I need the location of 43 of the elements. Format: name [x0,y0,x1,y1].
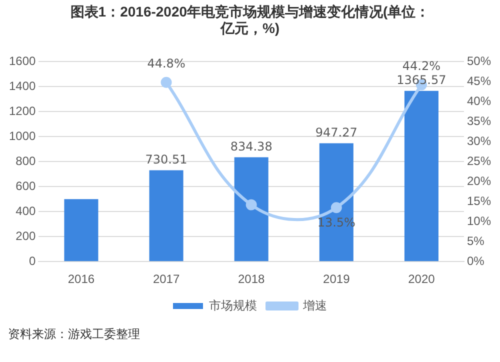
legend-label: 市场规模 [209,298,257,312]
text: 资料来源：游戏工委整理 [8,326,140,343]
y-tick-label: 1600 [8,54,36,68]
y2-tick-label: 35% [466,114,492,128]
y-tick-label: 600 [16,178,36,193]
legend-label: 增速 [302,298,327,312]
y2-tick-label: 15% [466,194,492,208]
y2-tick-label: 50% [466,54,492,68]
y2-tick-label: 25% [466,154,492,168]
y-tick-label: 400 [16,204,36,218]
data-label: 730.51 [145,152,188,166]
data-label: 834.38 [230,139,272,154]
data-label: 947.27 [315,125,358,140]
bar [64,199,98,262]
y-tick-label: 1000 [8,128,36,143]
bar [234,157,268,262]
y2-tick-label: 20% [466,174,492,188]
bar [149,170,184,262]
y-tick-label: 200 [16,228,36,243]
y2-tick-label: 30% [466,134,492,148]
data-label: 44.8% [147,56,186,71]
x-tick-label: 2016 [68,272,95,286]
point [330,202,342,214]
data-label: 44.2% [402,58,441,73]
y-tick-label: 1200 [8,104,36,118]
y2-tick-label: 5% [466,234,485,248]
bar [404,90,438,262]
y2-tick-label: 10% [466,214,492,228]
chart-title: 图表1：2016-2020年电竞市场规模与增速变化情况(单位：亿元，%) [70,3,430,36]
data-label: 1365.57 [396,73,446,88]
y2-tick-label: 45% [466,74,492,88]
y-tick-label: 0 [29,254,36,268]
x-tick-label: 2020 [408,272,436,286]
point [246,199,257,210]
bar [319,143,354,262]
y-tick-label: 800 [16,154,36,168]
y-tick-label: 1400 [8,78,36,93]
point [160,76,172,88]
y2-tick-label: 40% [466,94,492,108]
x-tick-label: 2019 [323,272,350,286]
y2-tick-label: 0% [466,254,485,268]
x-tick-label: 2018 [238,272,266,286]
x-tick-label: 2017 [152,272,180,286]
